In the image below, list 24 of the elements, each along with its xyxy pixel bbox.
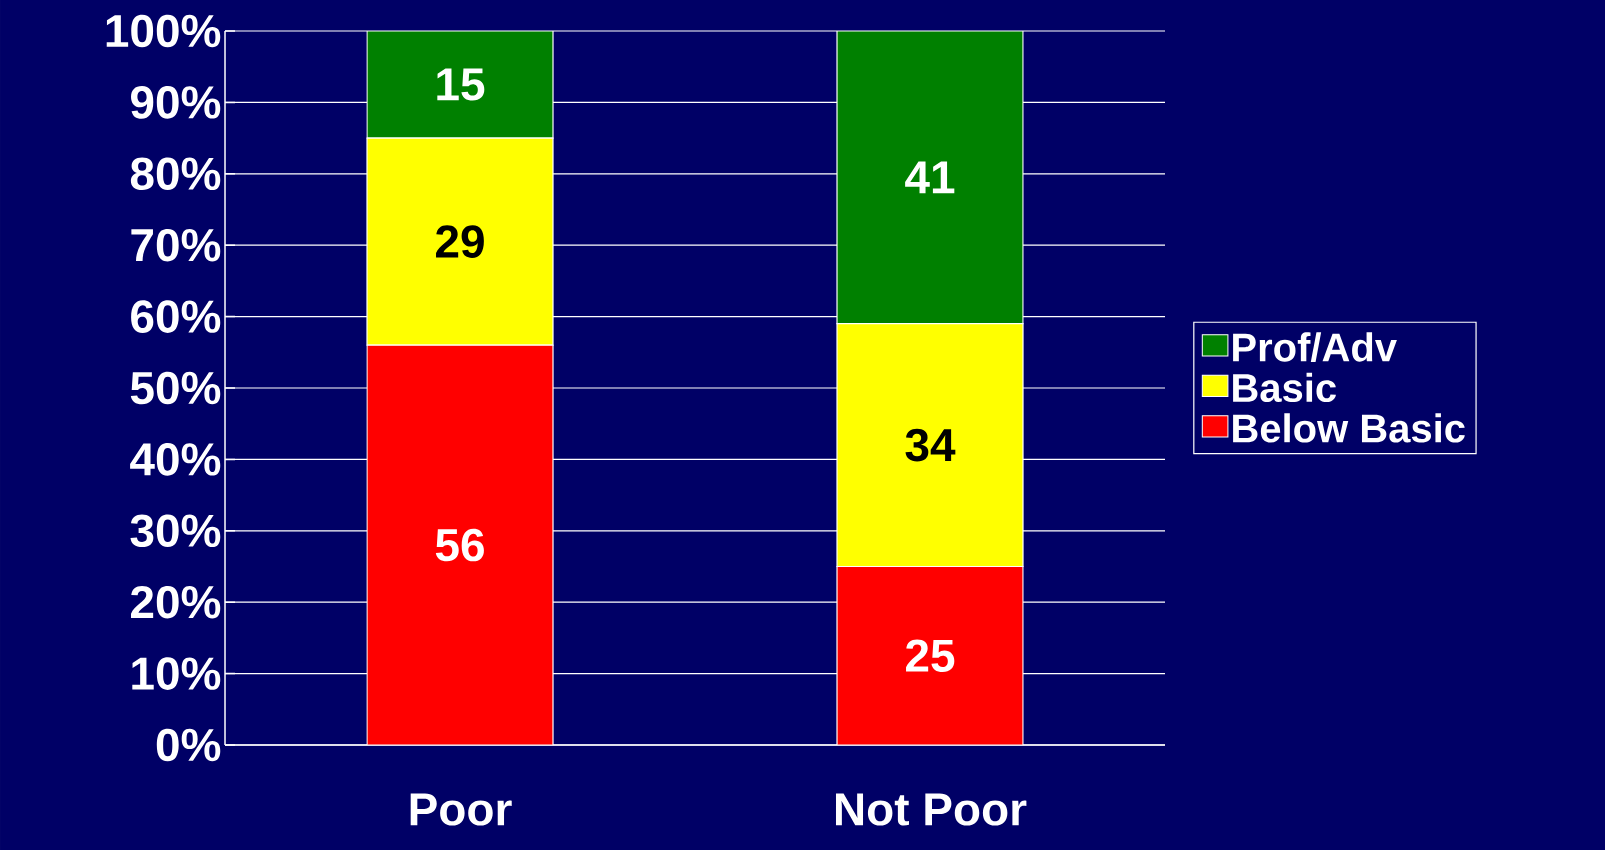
y-tick-label: 50%	[130, 371, 221, 405]
legend-label: Basic	[1233, 372, 1336, 403]
y-tick-label: 0%	[156, 728, 221, 762]
y-tick-label: 40%	[130, 443, 221, 476]
y-tick-label: 20%	[131, 585, 221, 619]
y-tick-label: 30%	[130, 514, 221, 548]
x-tick-label: Poor	[410, 793, 512, 826]
bar	[366, 30, 554, 139]
bar	[836, 30, 1024, 325]
y-tick-label: 80%	[130, 157, 221, 191]
y-tick-label: 90%	[131, 86, 221, 119]
y-tick-label: 60%	[131, 300, 221, 333]
data-label: 34	[905, 428, 956, 462]
y-tick-label: 100%	[106, 14, 221, 48]
data-label: 41	[905, 161, 955, 194]
data-label: 56	[435, 528, 484, 562]
y-tick-label: 70%	[131, 228, 221, 262]
legend-label: Below Basic	[1233, 413, 1465, 443]
data-label: 29	[436, 225, 484, 258]
x-tick-label: Not Poor	[835, 793, 1027, 826]
y-tick-label: 10%	[132, 657, 221, 690]
data-label: 25	[906, 639, 955, 673]
data-label: 15	[437, 68, 485, 101]
legend-label: Prof/Adv	[1233, 332, 1397, 363]
